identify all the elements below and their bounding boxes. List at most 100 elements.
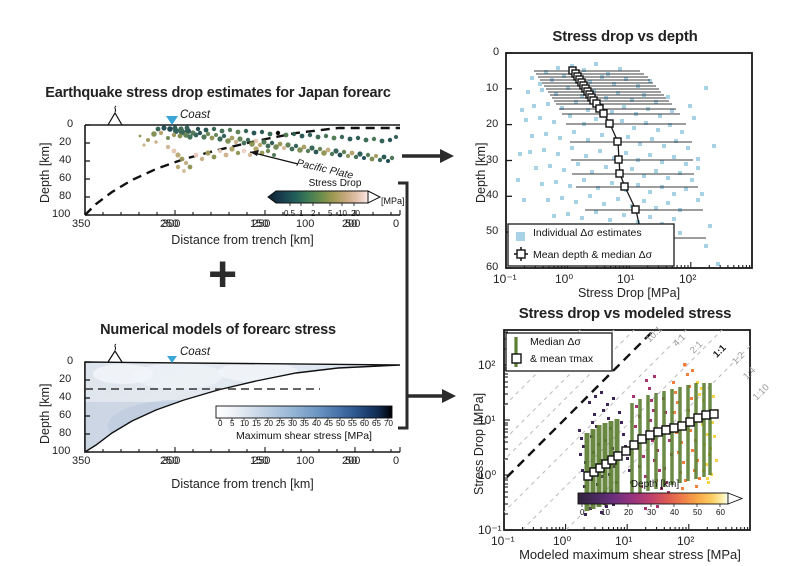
panel-d-cb-t1: 10 — [601, 508, 610, 517]
panel-d-xtick-3: 10² — [677, 534, 695, 548]
coast-marker-a — [166, 116, 178, 125]
panel-b-plot — [84, 343, 401, 454]
panel-b-xtick-150: 150 — [250, 455, 269, 467]
panel-b-xtick-250: 250 — [160, 455, 179, 467]
arrow-to-stress-depth — [402, 149, 454, 163]
panel-d-cb-t3: 30 — [647, 508, 656, 517]
panel-b-cb-t4: 20 — [264, 419, 273, 428]
coast-label-b: Coast — [180, 346, 211, 358]
panel-b-cb-t1: 5 — [230, 419, 235, 428]
panel-a-cb-t4: 10 — [338, 209, 347, 218]
pacific-plate-arrow — [249, 150, 299, 165]
panel-c-ytick-1: 10 — [486, 82, 499, 94]
panel-b-cb-t6: 30 — [288, 419, 297, 428]
panel-d-ytick-2: 10¹ — [478, 413, 496, 427]
panel-d-colorbar — [577, 492, 744, 507]
panel-b-cb-t5: 25 — [276, 419, 285, 428]
panel-b-xtick-0: 350 — [72, 455, 91, 467]
panel-b-ytick-3: 60 — [59, 409, 72, 421]
panel-b-ytick-1: 20 — [59, 373, 72, 385]
panel-c-xtick-1: 10⁰ — [555, 272, 574, 286]
panel-c-xtick-0: 10⁻¹ — [493, 272, 517, 286]
panel-a-xtick-50: 50 — [345, 218, 358, 230]
panel-b-yticks — [85, 361, 90, 453]
panel-b-xtick-2: 250 — [252, 455, 271, 467]
panel-a-colorbar-title: Stress Drop — [308, 178, 362, 189]
panel-d-colorbar-title: Depth [km] — [630, 479, 680, 490]
panel-b-xtick-1: 300 — [162, 455, 181, 467]
panel-a-cb-t3: 5 — [328, 209, 333, 218]
panel-a-colorbar: Stress Drop [MPa] 0.5 1 2 5 — [267, 178, 405, 220]
panel-a-plot — [84, 105, 401, 216]
panel-b-cb-t3: 15 — [252, 419, 261, 428]
panel-c-xtick-3: 10² — [679, 272, 697, 286]
median-spread-bars-2 — [630, 383, 712, 495]
median-curve-c — [534, 66, 706, 257]
panel-c-legend-item-individual: Individual Δσ estimates — [533, 227, 642, 239]
panel-a-xtick-0: 350 — [72, 218, 91, 230]
panel-d-cb-t0: 0 — [580, 508, 585, 517]
panel-b-xtick-3: 200 — [342, 455, 361, 467]
panel-b-ytick-4: 80 — [59, 427, 72, 439]
plus-symbol: + — [208, 246, 238, 302]
panel-b-cb-t12: 60 — [360, 419, 369, 428]
panel-a-xlabel: Distance from trench [km] — [171, 233, 314, 247]
panel-d-xlabel: Modeled maximum shear stress [MPa] — [519, 547, 741, 562]
volcano-icon-b — [107, 343, 123, 363]
panel-earthquake-cross-section: Earthquake stress drop estimates for Jap… — [0, 85, 408, 250]
panel-b-ytick-0: 0 — [67, 355, 74, 367]
panel-b-ytick-2: 40 — [59, 391, 72, 403]
panel-c-legend-item-median: Mean depth & median Δσ — [533, 249, 653, 261]
slab-interface-dashed — [84, 126, 400, 216]
panel-d-xtick-0: 10⁻¹ — [491, 534, 515, 548]
panel-d-plot — [503, 329, 751, 531]
median-markers-d — [583, 409, 719, 481]
panel-d-xtick-2: 10¹ — [615, 534, 633, 548]
panel-a-xticks — [84, 210, 401, 215]
panel-c-ytick-2: 20 — [486, 118, 499, 130]
panel-d-cb-t2: 20 — [624, 508, 633, 517]
panel-b-cb-t2: 10 — [240, 419, 249, 428]
panel-c-title: Stress drop vs depth — [552, 28, 698, 45]
panel-d-ytick-3: 10² — [478, 358, 496, 372]
panel-a-ytick-1: 20 — [59, 136, 72, 148]
panel-b-cb-t14: 70 — [384, 419, 393, 428]
coast-label-a: Coast — [180, 109, 211, 121]
panel-a-xtick-150: 150 — [250, 218, 269, 230]
panel-b-ytick-5: 100 — [52, 445, 71, 457]
panel-b-cb-t9: 45 — [324, 419, 333, 428]
arrow-to-stress-model — [407, 389, 456, 403]
panel-d-xticks — [503, 524, 749, 530]
panel-d-yticks — [504, 331, 510, 531]
panel-b-xlabel: Distance from trench [km] — [171, 477, 314, 491]
panel-a-cb-t1: 1 — [299, 209, 304, 218]
coast-marker-b — [167, 356, 177, 363]
panel-c-plot — [505, 52, 753, 269]
panel-c-ytick-4: 40 — [486, 189, 499, 201]
panel-b-cb-t8: 40 — [312, 419, 321, 428]
panel-a-xtick-250: 250 — [160, 218, 179, 230]
panel-d-legend-item-tau: & mean τmax — [530, 353, 594, 365]
panel-b-xticks — [84, 447, 401, 452]
panel-b-cb-t7: 35 — [300, 419, 309, 428]
panel-numerical-model: Numerical models of forearc stress Depth… — [28, 322, 408, 502]
panel-c-ytick-3: 30 — [486, 154, 499, 166]
panel-d-ytick-1: 10⁰ — [478, 468, 497, 482]
panel-c-ytick-0: 0 — [493, 46, 500, 58]
panel-a-xtick-2: 250 — [252, 218, 271, 230]
panel-c-ytick-5: 50 — [486, 225, 499, 237]
panel-a-ytick-5: 100 — [52, 208, 71, 220]
panel-b-cb-t13: 65 — [372, 419, 381, 428]
panel-b-cb-t0: 0 — [218, 419, 223, 428]
panel-d-cb-t5: 50 — [693, 508, 702, 517]
panel-b-colorbar: 0 5 10 15 20 25 30 35 40 45 50 55 60 65 … — [215, 405, 396, 442]
panel-d-legend-item-median: Median Δσ — [530, 336, 581, 348]
panel-a-cb-units: [MPa] — [381, 196, 405, 206]
panel-c-xlabel: Stress Drop [MPa] — [577, 286, 681, 300]
panel-a-xtick-3: 200 — [342, 218, 361, 230]
panel-d-xtick-1: 10⁰ — [553, 534, 572, 548]
panel-a-xtick-0b: 0 — [393, 218, 400, 230]
earthquake-points — [138, 125, 398, 173]
panel-a-cb-t2: 2 — [311, 209, 316, 218]
panel-a-ytick-0: 0 — [67, 118, 74, 130]
